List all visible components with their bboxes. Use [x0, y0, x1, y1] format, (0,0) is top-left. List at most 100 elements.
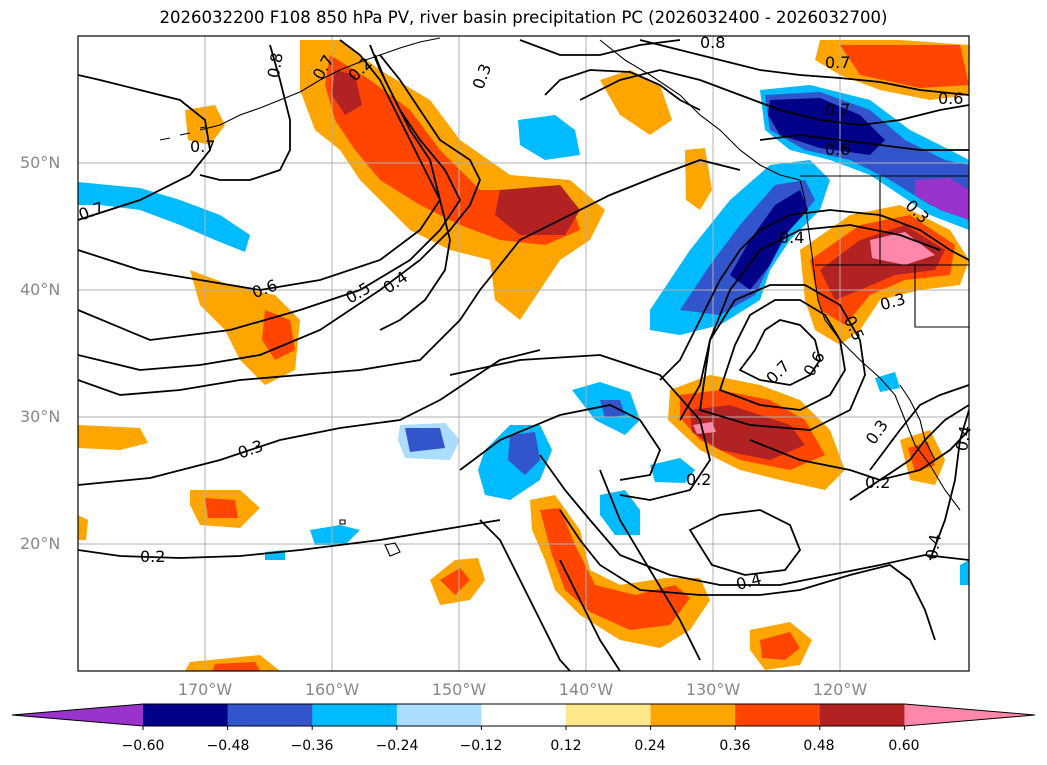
positive-anomaly-160w-10n-core: [212, 662, 260, 671]
pv-contour-0.8b: [339, 39, 451, 331]
pv-contour-0.4: [78, 54, 481, 371]
lat-label: 50°N: [20, 153, 61, 172]
positive-anomaly-far-northeast-core: [840, 45, 969, 88]
pv-contour-south-2: [559, 559, 621, 671]
colorbar-tick-label: −0.60: [121, 738, 165, 754]
coastlines: [159, 37, 969, 557]
baja-coast: [899, 384, 936, 461]
colorbar-tick-label: 0.48: [803, 738, 835, 754]
pv-contour-subtrop-1: [559, 509, 936, 641]
pv-contour-north-loop: [544, 69, 701, 111]
pv-contour-0.8: [199, 44, 291, 181]
pv-contour-east-1: [869, 384, 969, 471]
positive-anomaly-125w-11n-core: [760, 632, 800, 660]
positive-anomaly-off-california-peak: [693, 422, 716, 434]
negative-anomaly-152w-28n-core: [405, 428, 445, 452]
colorbar-segment: [819, 704, 905, 726]
positive-anomaly-aleutian-max: [332, 70, 362, 115]
colorbar-tick-label: −0.48: [206, 738, 250, 754]
contour-label: 0.6: [825, 140, 850, 159]
positive-anomaly-165w: [190, 270, 300, 385]
contour-label: 0.8: [700, 33, 725, 52]
plot-frame: [77, 35, 970, 672]
negative-anomaly-east-edge: [960, 560, 969, 585]
gridlines: [78, 36, 969, 671]
negative-anomaly-north-peak: [915, 178, 969, 220]
pv-contour-subtrop-loop: [688, 509, 802, 576]
positive-anomaly-168w-22n-core: [205, 498, 238, 518]
contour-label: 0.6: [938, 89, 963, 108]
lon-label: 170°W: [177, 680, 233, 699]
pv-contour-south-3: [599, 469, 701, 661]
colorbar-tick-label: 0.24: [634, 738, 666, 754]
colorbar-segment: [650, 704, 736, 726]
pv-contour-0.7: [78, 74, 211, 221]
pv-contour-low-0.6: [718, 299, 846, 411]
colorbar: [11, 703, 1036, 730]
contour-label: 0.7: [190, 137, 215, 156]
contour-label: 0.4: [952, 424, 975, 452]
alaska-coast: [199, 37, 441, 131]
contour-label: 0.4: [779, 228, 804, 247]
positive-anomaly-pacific-nw-peak: [870, 232, 935, 265]
colorbar-tick-label: 0.60: [888, 738, 920, 754]
pv-contour-north-0.7: [579, 69, 969, 126]
pv-contour-east-3: [929, 409, 969, 561]
negative-anomaly-nw-band: [78, 182, 250, 252]
lon-label: 120°W: [812, 680, 868, 699]
contour-label: 0.4: [922, 533, 945, 561]
colorbar-segment: [735, 704, 821, 726]
positive-anomaly-far-west: [78, 425, 148, 450]
pv-contour-south-1: [479, 519, 571, 671]
positive-anomaly-subtropical-band-core: [540, 508, 690, 630]
positive-anomaly-150w-15n-core: [440, 568, 470, 595]
west-coast: [799, 179, 961, 511]
lon-label: 130°W: [685, 680, 741, 699]
pv-contour-north-0.8: [639, 39, 969, 96]
lat-label: 40°N: [20, 280, 61, 299]
contour-label: 0.2: [140, 547, 165, 566]
contour-label: 0.2: [865, 473, 890, 492]
lon-label: 160°W: [304, 680, 360, 699]
hawaii-island-2: [339, 519, 346, 525]
hawaii-island: [384, 542, 401, 557]
colorbar-extend-max: [904, 704, 1035, 726]
contour-label: 0.8: [264, 51, 287, 79]
colorbar-segment: [481, 704, 567, 726]
negative-anomaly-north-max: [768, 98, 885, 155]
negative-anomaly-133w-25n: [650, 458, 695, 483]
negative-anomaly-hawaii: [310, 525, 360, 545]
positive-anomaly-bc-coast: [600, 70, 672, 135]
positive-anomaly-165w-core: [262, 310, 295, 360]
negative-anomaly-146w-26n-core: [508, 432, 540, 475]
contour-label: 0.7: [825, 53, 850, 72]
pv-contour-mid: [749, 429, 969, 481]
pv-contour-0.6: [78, 44, 441, 291]
contour-label: 0.7: [825, 100, 850, 119]
negative-anomaly-baja: [875, 372, 900, 392]
precip-shading: [78, 40, 969, 671]
colorbar-segment: [227, 704, 313, 726]
lat-label: 20°N: [20, 534, 61, 553]
pv-contours: [78, 39, 969, 671]
pv-contour-east-2: [849, 404, 969, 501]
pv-contour-low-0.5: [698, 284, 866, 431]
pv-contour-north-east: [759, 134, 969, 151]
figure-title: 2026032200 F108 850 hPa PV, river basin …: [159, 8, 888, 27]
colorbar-tick-label: −0.36: [290, 738, 334, 754]
negative-anomaly-140w-30n-core: [600, 400, 625, 418]
pv-contour-0.3: [78, 159, 741, 396]
pv-contour-big-loop: [659, 209, 969, 381]
contour-label: 0.2: [686, 470, 711, 489]
pv-contour-big-loop-2: [679, 224, 941, 421]
aleutian-islands: [159, 126, 206, 141]
pv-contour-trough-2: [459, 404, 662, 481]
negative-anomaly-145w-50n: [518, 115, 580, 160]
negative-anomaly-138w-22n: [600, 490, 640, 535]
colorbar-extend-min: [12, 704, 143, 726]
positive-anomaly-off-california-max: [690, 405, 805, 460]
pv-contour-trough-1: [449, 354, 711, 501]
positive-anomaly-edge-20n: [78, 515, 88, 540]
colorbar-segment: [396, 704, 482, 726]
